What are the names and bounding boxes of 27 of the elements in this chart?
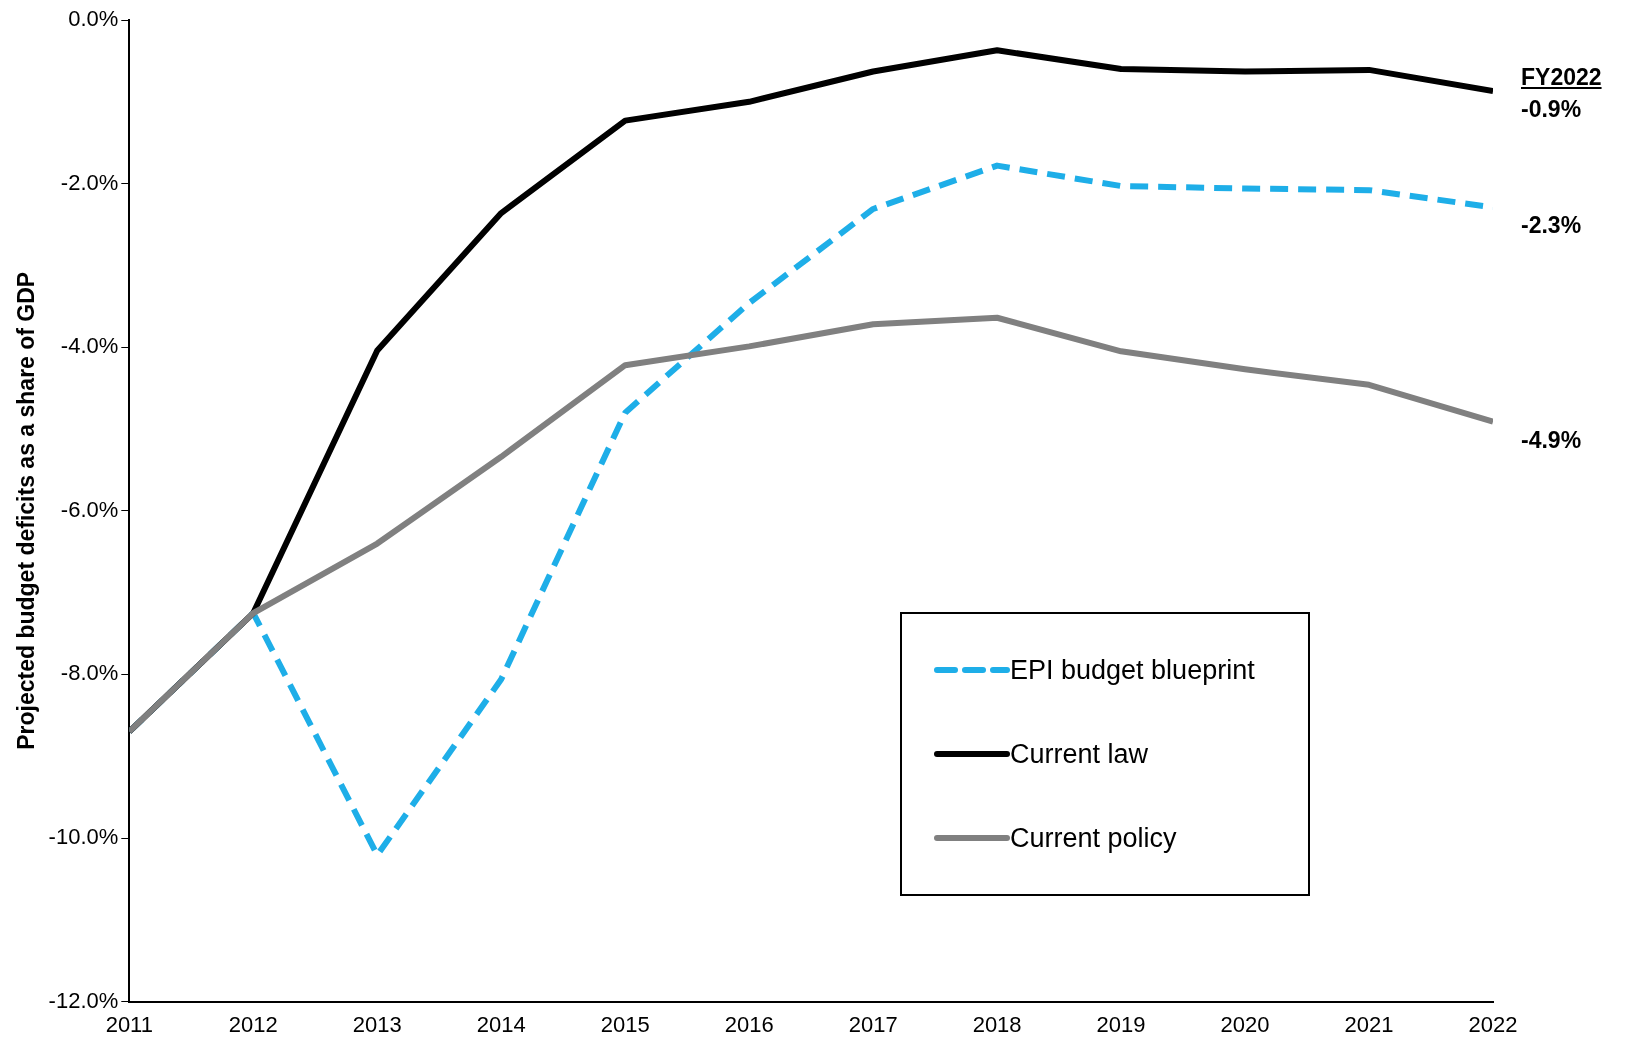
x-tick-label: 2020 (1220, 1011, 1270, 1037)
text: FY2022 (1521, 64, 1602, 91)
text: -0.9% (1521, 96, 1582, 123)
x-tick-label: 2015 (600, 1011, 650, 1037)
y-tick-label: -8.0% (60, 660, 119, 686)
x-tick-label: 2022 (1468, 1011, 1518, 1037)
legend-label: Current law (1010, 738, 1149, 770)
x-tick-label: 2012 (228, 1011, 278, 1037)
text: -2.3% (1521, 212, 1582, 239)
y-tick-label: -4.0% (60, 333, 119, 359)
y-tick-label: -2.0% (60, 169, 119, 195)
x-tick-label: 2021 (1344, 1011, 1394, 1037)
x-tick-label: 2017 (848, 1011, 898, 1037)
text: -4.9% (1521, 426, 1582, 453)
y-tick-label: 0.0% (68, 6, 119, 32)
y-tick-label: -12.0% (48, 987, 119, 1013)
x-tick-label: 2016 (724, 1011, 774, 1037)
x-tick-label: 2013 (352, 1011, 402, 1037)
legend-label: Current policy (1010, 822, 1177, 854)
y-tick-label: -6.0% (60, 496, 119, 522)
x-tick-label: 2014 (476, 1011, 526, 1037)
y-axis-title: Projected budget deficits as a share of GDP (13, 271, 40, 750)
x-tick-label: 2019 (1096, 1011, 1146, 1037)
x-tick-label: 2011 (105, 1011, 153, 1037)
legend-label: EPI budget blueprint (1010, 654, 1255, 686)
x-tick-label: 2018 (972, 1011, 1022, 1037)
y-tick-label: -10.0% (48, 824, 119, 850)
